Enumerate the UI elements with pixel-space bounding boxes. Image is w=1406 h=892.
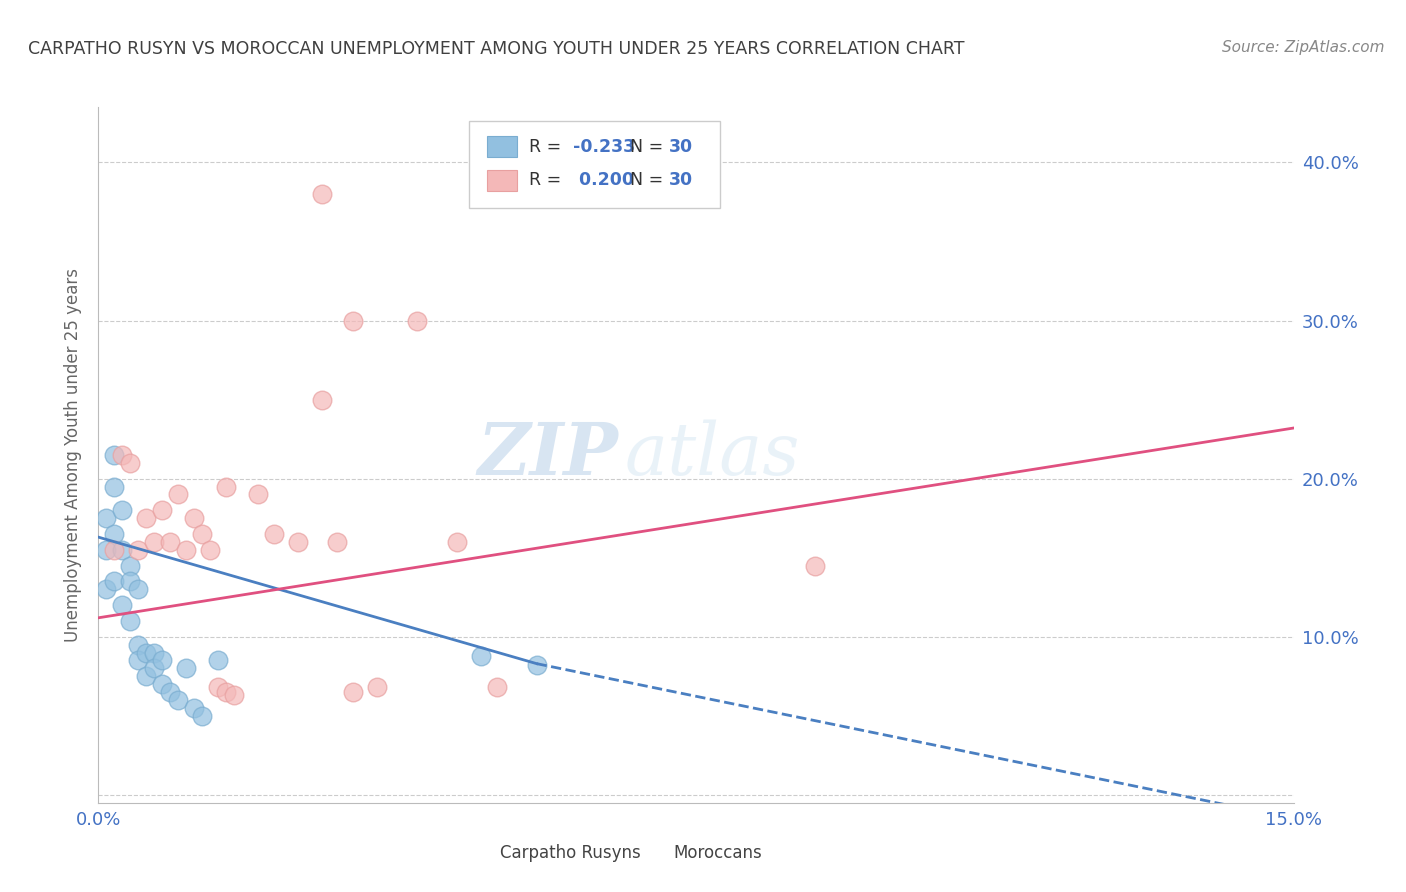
Text: ZIP: ZIP: [478, 419, 619, 491]
Point: [207, 681, 229, 695]
Point: [311, 392, 333, 407]
Text: R =: R =: [529, 171, 567, 189]
Point: [470, 648, 492, 663]
Point: [143, 661, 166, 675]
Point: [103, 574, 125, 589]
Point: [111, 598, 134, 612]
Point: [103, 448, 125, 462]
Text: R =: R =: [529, 137, 567, 156]
Text: N =: N =: [630, 137, 669, 156]
Text: -0.233: -0.233: [572, 137, 636, 156]
Text: 0.200: 0.200: [572, 171, 634, 189]
Point: [150, 653, 173, 667]
Point: [143, 534, 166, 549]
Point: [111, 542, 134, 557]
Point: [183, 701, 205, 715]
Point: [311, 186, 333, 201]
Point: [207, 653, 229, 667]
FancyBboxPatch shape: [470, 121, 720, 208]
Point: [191, 708, 214, 723]
Text: N =: N =: [630, 171, 669, 189]
Point: [127, 638, 149, 652]
Point: [342, 313, 364, 327]
Text: atlas: atlas: [624, 419, 800, 491]
Point: [159, 534, 181, 549]
Point: [96, 582, 118, 597]
Point: [191, 527, 214, 541]
Point: [120, 456, 142, 470]
Point: [287, 534, 309, 549]
Point: [167, 693, 190, 707]
Point: [485, 681, 508, 695]
Point: [222, 688, 245, 702]
Point: [326, 534, 349, 549]
Point: [198, 542, 221, 557]
FancyBboxPatch shape: [486, 169, 517, 191]
Point: [215, 479, 238, 493]
Point: [103, 527, 125, 541]
Point: [263, 527, 285, 541]
Point: [135, 511, 157, 525]
Point: [143, 646, 166, 660]
Point: [120, 614, 142, 628]
Point: [111, 448, 134, 462]
Point: [127, 582, 149, 597]
Point: [120, 574, 142, 589]
Point: [526, 658, 548, 673]
Point: [446, 534, 468, 549]
FancyBboxPatch shape: [463, 843, 494, 864]
Point: [135, 669, 157, 683]
Point: [103, 479, 125, 493]
FancyBboxPatch shape: [486, 136, 517, 157]
Point: [342, 685, 364, 699]
Point: [183, 511, 205, 525]
Text: Source: ZipAtlas.com: Source: ZipAtlas.com: [1222, 40, 1385, 55]
Text: Carpatho Rusyns: Carpatho Rusyns: [501, 844, 641, 862]
Text: 30: 30: [668, 171, 693, 189]
Point: [103, 542, 125, 557]
Text: CARPATHO RUSYN VS MOROCCAN UNEMPLOYMENT AMONG YOUTH UNDER 25 YEARS CORRELATION C: CARPATHO RUSYN VS MOROCCAN UNEMPLOYMENT …: [28, 40, 965, 58]
Point: [804, 558, 827, 573]
Point: [246, 487, 269, 501]
Point: [174, 542, 197, 557]
Point: [150, 677, 173, 691]
Point: [167, 487, 190, 501]
Point: [215, 685, 238, 699]
Point: [159, 685, 181, 699]
Y-axis label: Unemployment Among Youth under 25 years: Unemployment Among Youth under 25 years: [63, 268, 82, 642]
Point: [406, 313, 429, 327]
Text: 30: 30: [668, 137, 693, 156]
Point: [127, 542, 149, 557]
Point: [150, 503, 173, 517]
FancyBboxPatch shape: [637, 843, 666, 864]
Point: [174, 661, 197, 675]
Point: [127, 653, 149, 667]
Point: [120, 558, 142, 573]
Point: [366, 681, 388, 695]
Text: Moroccans: Moroccans: [673, 844, 762, 862]
Point: [96, 511, 118, 525]
Point: [135, 646, 157, 660]
Point: [111, 503, 134, 517]
Point: [96, 542, 118, 557]
